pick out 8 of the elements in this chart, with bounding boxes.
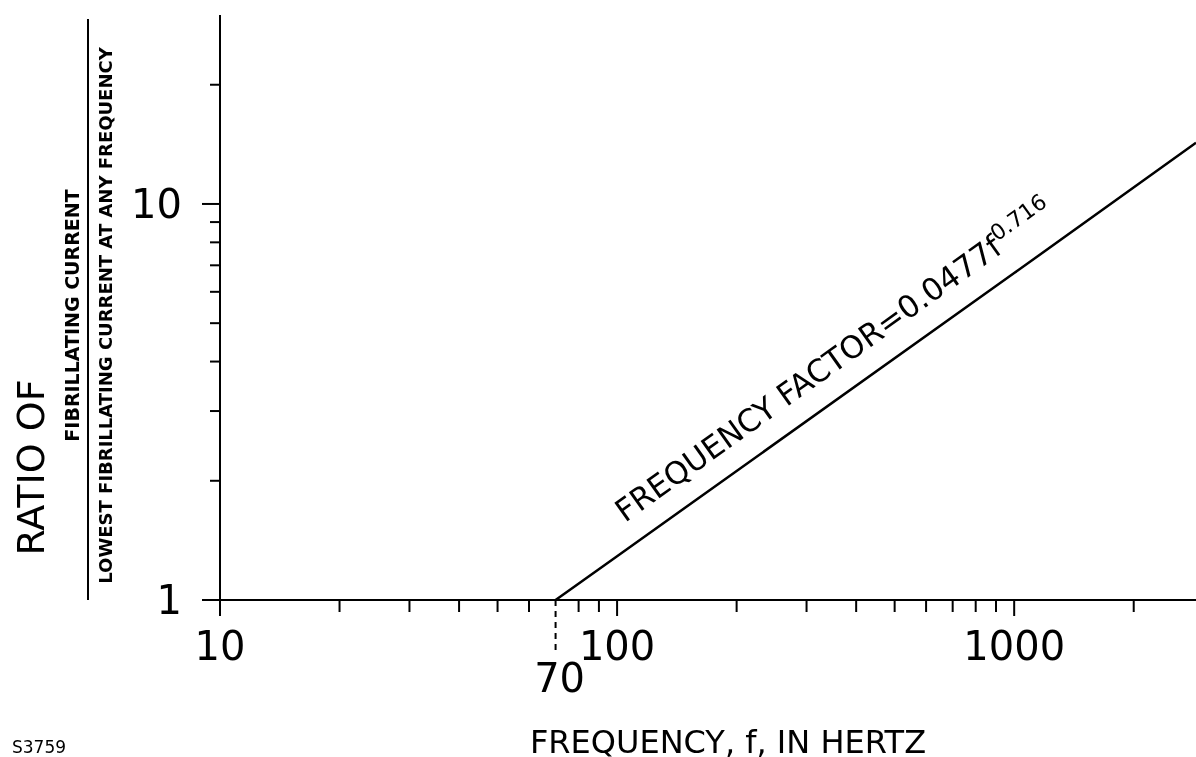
x-tick-label: 10 [194, 623, 246, 669]
text: FIBRILLATING CURRENT [61, 189, 83, 442]
text: LOWEST FIBRILLATING CURRENT AT ANY FREQUENCY [95, 46, 116, 584]
y-axis-title: RATIO OF [9, 379, 53, 556]
y-tick-label: 1 [156, 577, 182, 623]
x-axis-title: FREQUENCY, f, IN HERTZ [529, 723, 927, 757]
x-tick-label: 1000 [963, 623, 1066, 669]
text: S3759 [12, 737, 67, 757]
